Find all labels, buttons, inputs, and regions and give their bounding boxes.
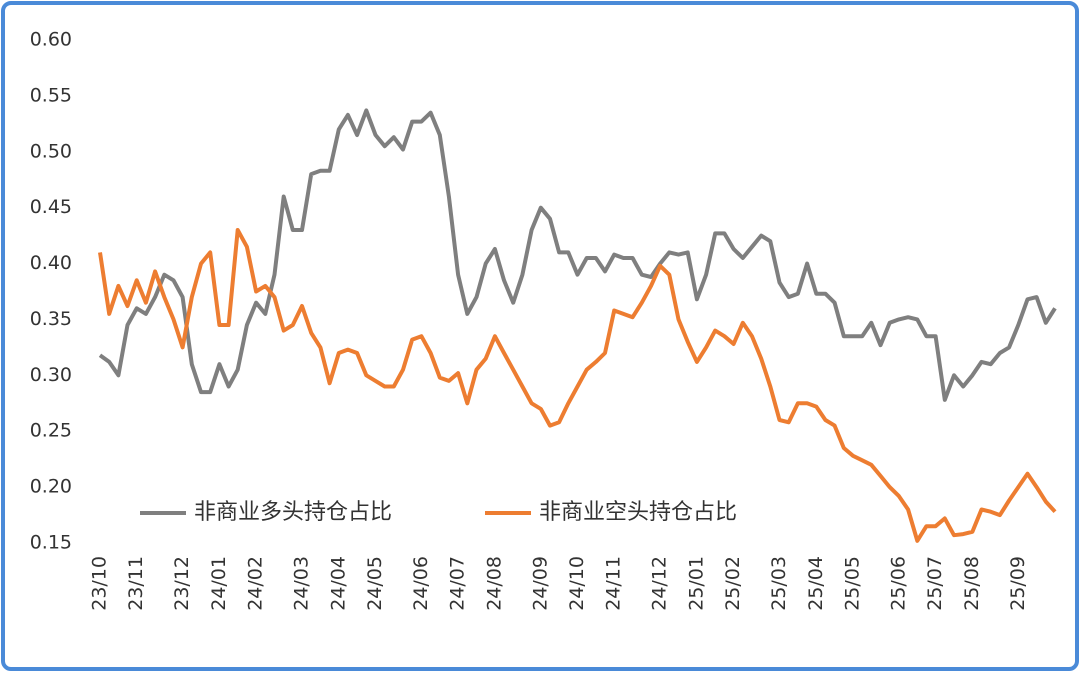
x-tick-label: 23/12 [171,556,193,611]
legend-label: 非商业空头持仓占比 [539,500,737,525]
x-tick-label: 25/08 [961,556,983,611]
x-tick-label: 24/03 [291,556,313,611]
y-tick-label: 0.50 [30,140,72,162]
y-tick-label: 0.60 [30,29,72,51]
x-tick-label: 25/04 [805,556,827,611]
x-tick-label: 24/11 [603,556,625,611]
y-tick-label: 0.15 [30,532,72,554]
y-tick-label: 0.20 [30,476,72,498]
x-tick-label: 24/05 [364,556,386,611]
series-line [98,108,1057,402]
x-tick-label: 24/07 [447,556,469,611]
y-tick-label: 0.40 [30,252,72,274]
x-tick-label: 25/06 [887,556,909,611]
x-tick-label: 24/04 [327,556,349,611]
x-tick-label: 23/11 [125,556,147,611]
x-tick-label: 25/09 [1007,556,1029,611]
x-tick-label: 24/08 [483,556,505,611]
legend-label: 非商业多头持仓占比 [194,500,392,525]
y-tick-label: 0.35 [30,308,72,330]
x-tick-label: 25/03 [768,556,790,611]
y-tick-label: 0.30 [30,364,72,386]
x-tick-label: 25/01 [685,556,707,611]
y-tick-label: 0.55 [30,84,72,106]
x-tick-label: 24/01 [208,556,230,611]
x-tick-label: 24/02 [245,556,267,611]
series-line [98,228,1057,543]
x-tick-label: 24/06 [410,556,432,611]
x-tick-label: 25/02 [722,556,744,611]
x-tick-label: 24/12 [649,556,671,611]
x-tick-label: 24/09 [529,556,551,611]
x-tick-label: 23/10 [89,556,111,611]
x-tick-label: 24/10 [566,556,588,611]
y-tick-label: 0.45 [30,196,72,218]
x-tick-label: 25/07 [924,556,946,611]
x-tick-label: 25/05 [841,556,863,611]
y-tick-label: 0.25 [30,420,72,442]
